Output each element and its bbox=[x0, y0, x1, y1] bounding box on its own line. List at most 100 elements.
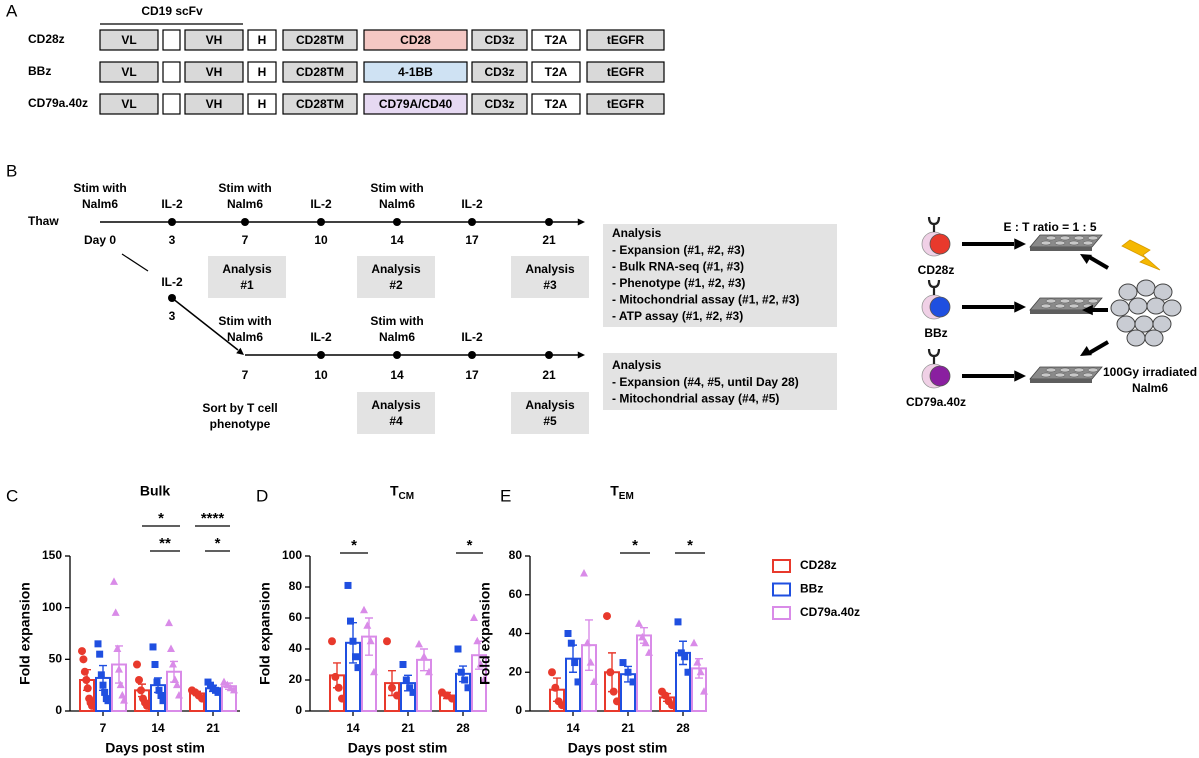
significance-label: * bbox=[467, 537, 473, 554]
data-point bbox=[470, 613, 478, 621]
data-point bbox=[567, 639, 575, 647]
construct-name: BBz bbox=[28, 64, 51, 78]
data-point bbox=[641, 638, 650, 647]
data-point bbox=[155, 686, 163, 694]
data-point bbox=[360, 605, 368, 614]
day-label: 10 bbox=[314, 368, 328, 382]
domain-label: CD28TM bbox=[296, 97, 344, 111]
data-point bbox=[613, 697, 621, 706]
well bbox=[1082, 240, 1094, 246]
data-point bbox=[476, 660, 485, 668]
domain-box bbox=[531, 61, 581, 83]
data-point bbox=[624, 668, 632, 676]
data-point bbox=[388, 683, 396, 692]
data-point bbox=[230, 685, 238, 694]
domain-box bbox=[99, 93, 159, 115]
event-label: Nalm6 bbox=[82, 197, 118, 211]
domain-box bbox=[99, 61, 159, 83]
domain-label: T2A bbox=[545, 33, 568, 47]
domain-label: VL bbox=[121, 97, 136, 111]
data-point bbox=[79, 655, 88, 664]
timepoint bbox=[317, 351, 325, 359]
arrowhead bbox=[1014, 370, 1026, 382]
data-point bbox=[383, 637, 391, 646]
significance-label: * bbox=[632, 537, 638, 554]
event-label: Stim with bbox=[73, 181, 126, 195]
event-label: Stim with bbox=[370, 181, 423, 195]
analysis-box bbox=[357, 392, 435, 434]
data-point bbox=[331, 672, 340, 681]
event-label: IL-2 bbox=[310, 330, 332, 344]
data-point bbox=[406, 684, 414, 692]
domain-box bbox=[282, 93, 358, 115]
significance-label: * bbox=[687, 537, 693, 554]
y-tick-label: 0 bbox=[515, 703, 522, 717]
data-point bbox=[88, 701, 96, 710]
y-tick-label: 60 bbox=[289, 610, 303, 624]
y-tick-label: 100 bbox=[282, 548, 302, 562]
cell bbox=[929, 365, 951, 387]
data-point bbox=[104, 697, 112, 705]
target-cell bbox=[1152, 315, 1172, 333]
well bbox=[1054, 372, 1066, 378]
domain-label: tEGFR bbox=[607, 33, 645, 47]
panel-label: C bbox=[6, 486, 18, 505]
data-point bbox=[586, 658, 595, 666]
domain-label: VH bbox=[206, 97, 223, 111]
domain-label: tEGFR bbox=[607, 65, 645, 79]
data-point bbox=[480, 675, 488, 683]
domain-label: H bbox=[258, 33, 267, 47]
cell-label: CD28z bbox=[918, 263, 955, 277]
arrow bbox=[1088, 255, 1110, 270]
event-label: IL-2 bbox=[461, 197, 483, 211]
domain-label: T2A bbox=[545, 65, 568, 79]
event-label: Nalm6 bbox=[227, 330, 263, 344]
timepoint bbox=[241, 218, 249, 226]
data-point bbox=[159, 697, 167, 705]
legend-label: BBz bbox=[800, 582, 823, 596]
construct-name: CD79a.40z bbox=[28, 96, 88, 110]
target-cell bbox=[1153, 283, 1173, 301]
well bbox=[1045, 298, 1057, 304]
well bbox=[1073, 367, 1085, 373]
target-cell bbox=[1126, 329, 1146, 347]
domain-box bbox=[184, 93, 244, 115]
analysis-label: Analysis bbox=[371, 262, 421, 276]
domain-box bbox=[586, 29, 665, 51]
day-label: Day 0 bbox=[84, 233, 116, 247]
data-point bbox=[461, 676, 469, 684]
target-cell bbox=[1128, 297, 1148, 315]
start-label: Thaw bbox=[28, 214, 59, 228]
timepoint bbox=[545, 351, 553, 359]
domain-label: CD3z bbox=[484, 33, 514, 47]
y-tick-label: 0 bbox=[295, 703, 302, 717]
data-point bbox=[153, 678, 161, 686]
domain-box bbox=[471, 93, 528, 115]
plate-side bbox=[1030, 247, 1092, 251]
domain-box bbox=[247, 29, 277, 51]
domain-label: VL bbox=[121, 65, 136, 79]
data-point bbox=[580, 568, 588, 577]
target-cell bbox=[1134, 315, 1154, 333]
y-tick-label: 80 bbox=[509, 548, 523, 562]
domain-box bbox=[282, 29, 358, 51]
summary-line: - ATP assay (#1, #2, #3) bbox=[612, 309, 743, 323]
target-cell bbox=[1162, 299, 1182, 317]
data-point bbox=[583, 638, 592, 647]
target-label: Nalm6 bbox=[1132, 381, 1168, 395]
well bbox=[1068, 303, 1080, 309]
domain-box bbox=[531, 29, 581, 51]
well bbox=[1040, 240, 1052, 246]
timeline-arrow bbox=[577, 351, 585, 359]
panel-label: E bbox=[500, 486, 511, 505]
data-point bbox=[693, 658, 702, 666]
summary-line: - Mitochondrial assay (#4, #5) bbox=[612, 391, 779, 405]
data-point bbox=[681, 653, 689, 661]
day-label: 14 bbox=[390, 368, 404, 382]
data-point bbox=[83, 684, 92, 693]
timepoint bbox=[393, 351, 401, 359]
target-cell bbox=[1136, 279, 1156, 297]
arrowhead bbox=[1014, 238, 1026, 250]
data-point bbox=[415, 639, 423, 648]
blank-domain bbox=[162, 61, 181, 83]
